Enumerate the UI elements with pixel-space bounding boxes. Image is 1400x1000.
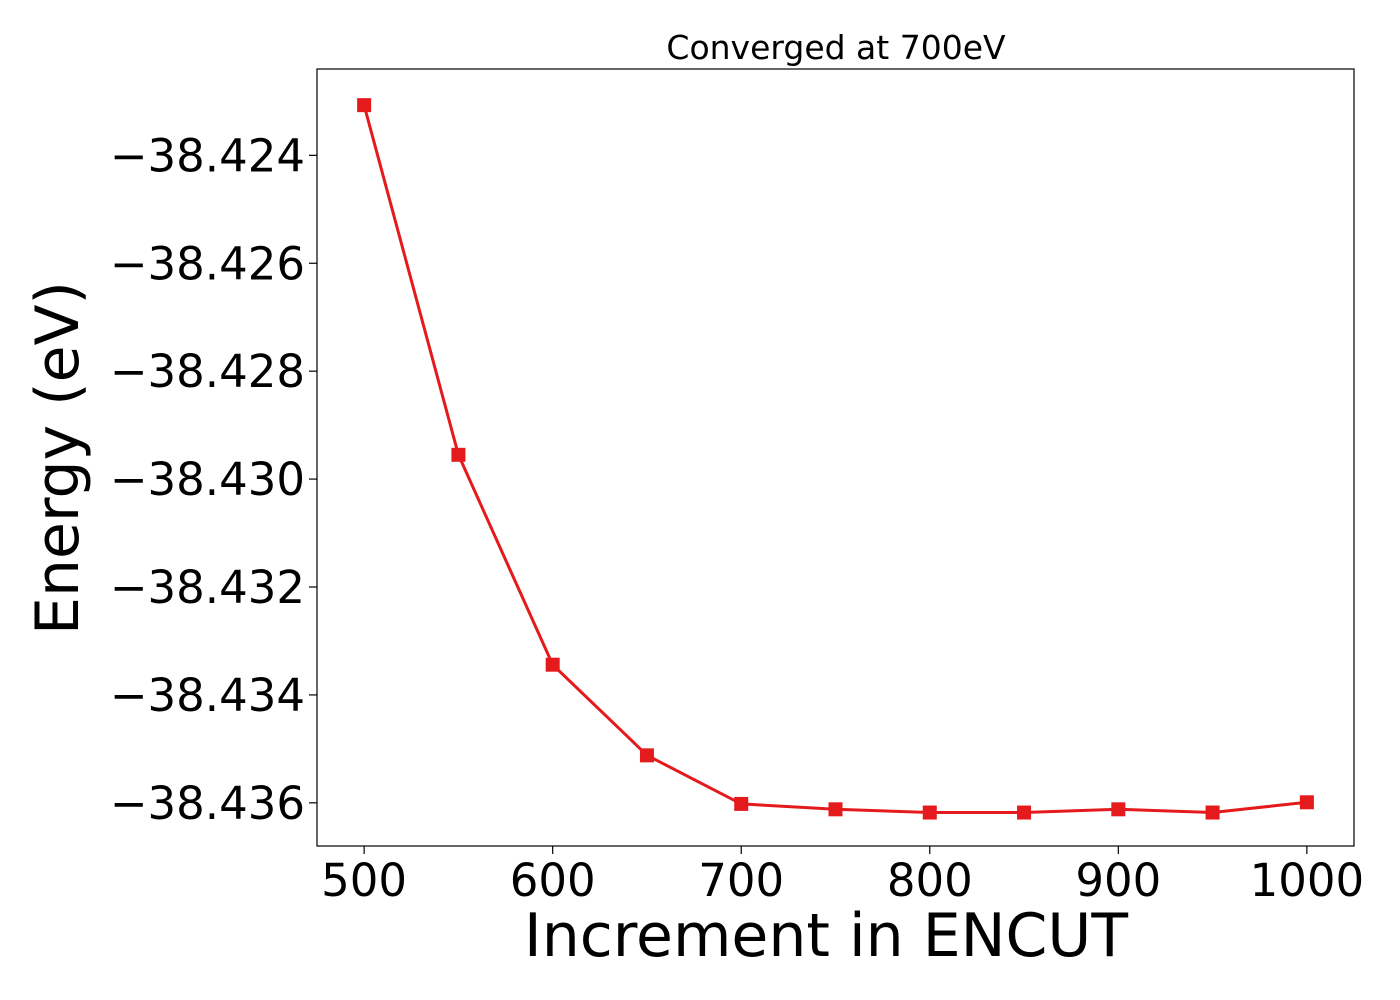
- y-tick-label: −38.436: [110, 777, 305, 830]
- data-point-marker: [734, 796, 749, 811]
- data-point-marker: [1111, 802, 1126, 817]
- data-point-marker: [1017, 805, 1032, 820]
- data-point-marker: [1205, 805, 1220, 820]
- y-tick-label: −38.434: [110, 669, 305, 722]
- data-point-marker: [922, 805, 937, 820]
- plot-area-frame: [316, 68, 1355, 847]
- x-tick-label: 600: [510, 854, 596, 907]
- y-axis-label: Energy (eV): [23, 281, 93, 635]
- chart-title: Converged at 700eV: [666, 28, 1006, 67]
- x-tick-label: 1000: [1250, 854, 1365, 907]
- data-point-marker: [639, 748, 654, 763]
- y-tick-label: −38.424: [110, 129, 305, 182]
- data-point-marker: [451, 447, 466, 462]
- x-tick-label: 500: [321, 854, 407, 907]
- y-tick-label: −38.428: [110, 345, 305, 398]
- x-tick-label: 700: [698, 854, 784, 907]
- data-point-marker: [357, 98, 372, 113]
- y-axis-ticks: −38.424 −38.426 −38.428 −38.430 −38.432 −38.4…: [110, 129, 317, 830]
- y-tick-label: −38.432: [110, 561, 305, 614]
- data-point-marker: [545, 657, 560, 672]
- x-tick-label: 900: [1075, 854, 1161, 907]
- y-tick-label: −38.426: [110, 237, 305, 290]
- x-axis-ticks: 500 600 700 800 900 1000: [321, 846, 1364, 907]
- data-point-marker: [828, 802, 843, 817]
- y-tick-label: −38.430: [110, 453, 305, 506]
- x-tick-label: 800: [887, 854, 973, 907]
- data-point-marker: [1299, 795, 1314, 810]
- energy-series-markers: [357, 98, 1314, 820]
- x-axis-label: Increment in ENCUT: [524, 901, 1128, 971]
